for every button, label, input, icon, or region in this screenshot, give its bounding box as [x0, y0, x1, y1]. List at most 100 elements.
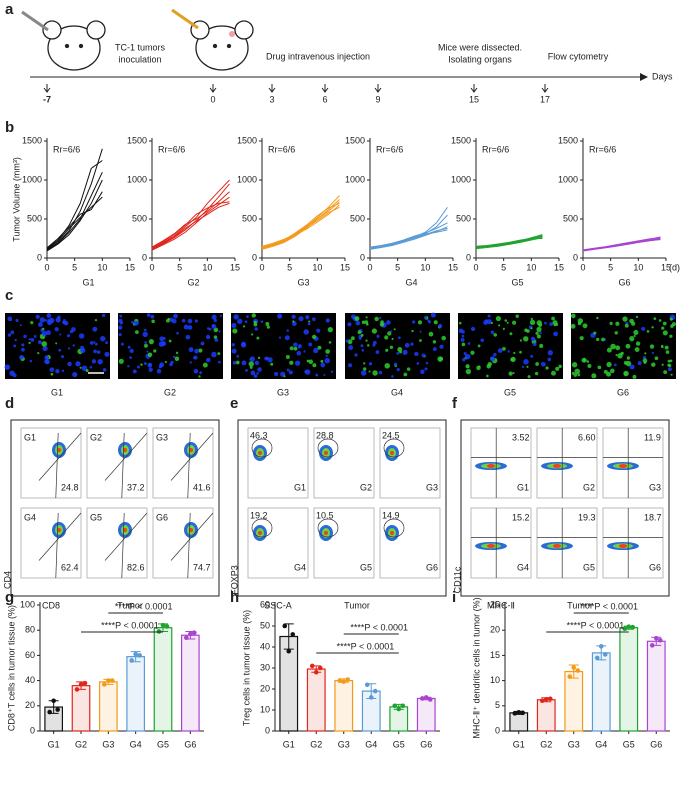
data-point	[368, 695, 374, 700]
cell-signal	[515, 314, 519, 318]
cell-signal	[361, 320, 366, 324]
timeline-event: Drug intravenous injection	[266, 51, 370, 61]
cell-signal	[232, 328, 238, 334]
image-label: G5	[504, 387, 516, 397]
y-tick-label: 80	[25, 625, 35, 635]
cell-signal	[147, 352, 153, 358]
data-point	[55, 707, 60, 712]
cell-signal	[606, 371, 611, 377]
cell-signal	[153, 349, 157, 353]
flow-percentage: 82.6	[127, 562, 145, 572]
data-point	[345, 677, 351, 682]
data-point	[392, 703, 398, 709]
bar	[334, 679, 354, 732]
cell-signal	[89, 341, 94, 345]
timeline-tick-label: 3	[269, 94, 274, 104]
flow-percentage: 10.5	[316, 510, 334, 520]
cell-signal	[634, 347, 640, 352]
cell-signal	[486, 364, 491, 369]
cell-signal	[37, 322, 43, 327]
cell-signal	[40, 328, 44, 332]
data-point	[649, 643, 655, 648]
cell-signal	[497, 348, 503, 353]
cell-signal	[187, 318, 193, 324]
flow-percentage: 15.2	[512, 512, 530, 522]
cell-signal	[665, 350, 670, 354]
growth-line	[261, 206, 340, 250]
data-point	[571, 665, 577, 670]
y-tick-label: 1500	[451, 135, 471, 145]
data-point	[547, 696, 553, 702]
cell-signal	[653, 317, 657, 321]
cell-signal	[29, 359, 33, 363]
cell-signal	[292, 320, 295, 323]
cell-signal	[623, 360, 628, 365]
cell-signal	[379, 322, 385, 327]
timeline-tick	[470, 84, 478, 93]
cell-signal	[664, 345, 669, 350]
y-tick-label: 60	[260, 599, 270, 609]
cell-signal	[251, 333, 254, 336]
timeline-tick-label: 17	[540, 94, 550, 104]
cell-signal	[172, 355, 176, 359]
cell-signal	[432, 340, 437, 344]
cell-signal	[97, 359, 103, 365]
x-tick-label: 0	[44, 262, 49, 272]
cell-signal	[278, 336, 282, 339]
cell-signal	[577, 318, 584, 324]
cell-signal	[637, 361, 642, 366]
flow-density	[57, 528, 61, 532]
cell-signal	[527, 375, 531, 379]
cell-signal	[507, 350, 510, 353]
image-label: G4	[391, 387, 403, 397]
image-label: G2	[164, 387, 176, 397]
cell-signal	[523, 336, 529, 342]
y-tick-label: 10	[260, 704, 270, 714]
cell-signal	[419, 339, 422, 342]
data-point	[184, 635, 189, 641]
cell-signal	[236, 355, 240, 358]
chart-title: G6	[618, 277, 630, 287]
x-tick-label: 10	[202, 262, 212, 272]
data-point	[516, 710, 522, 715]
comparison-label: ****P < 0.0001	[337, 641, 395, 651]
x-tick-label: 15	[230, 262, 240, 272]
cell-signal	[15, 318, 19, 323]
cell-signal	[430, 312, 436, 318]
panel-label: i	[452, 589, 456, 606]
flow-gate	[471, 508, 531, 578]
data-point	[156, 629, 162, 634]
flow-percentage: 3.52	[512, 432, 530, 442]
cell-signal	[72, 371, 78, 378]
bar	[180, 634, 200, 732]
data-point	[282, 623, 288, 629]
cell-signal	[670, 373, 673, 376]
cell-signal	[293, 342, 298, 348]
cell-signal	[129, 356, 132, 359]
cell-signal	[519, 350, 522, 354]
cell-signal	[379, 316, 382, 319]
growth-line	[46, 191, 103, 249]
flow-gate	[537, 508, 597, 578]
cell-signal	[254, 327, 258, 331]
cell-signal	[91, 359, 97, 364]
x-tick-label: 10	[420, 262, 430, 272]
cell-signal	[231, 348, 237, 354]
cell-signal	[396, 368, 400, 372]
flow-plot	[86, 427, 148, 499]
growth-line	[46, 179, 103, 252]
cell-signal	[644, 352, 647, 355]
cell-signal	[19, 324, 22, 327]
data-point	[337, 678, 343, 683]
cell-signal	[183, 324, 189, 330]
flow-percentage: 19.2	[250, 510, 268, 520]
y-tick-label: 0	[37, 252, 42, 262]
flow-gate	[603, 508, 663, 578]
cell-signal	[211, 324, 217, 329]
cell-signal	[367, 344, 370, 347]
chart-note: Rr=6/6	[53, 144, 80, 154]
axis	[261, 138, 345, 259]
cell-signal	[41, 330, 48, 337]
chart-note: Rr=6/6	[589, 144, 616, 154]
cell-signal	[539, 343, 544, 348]
